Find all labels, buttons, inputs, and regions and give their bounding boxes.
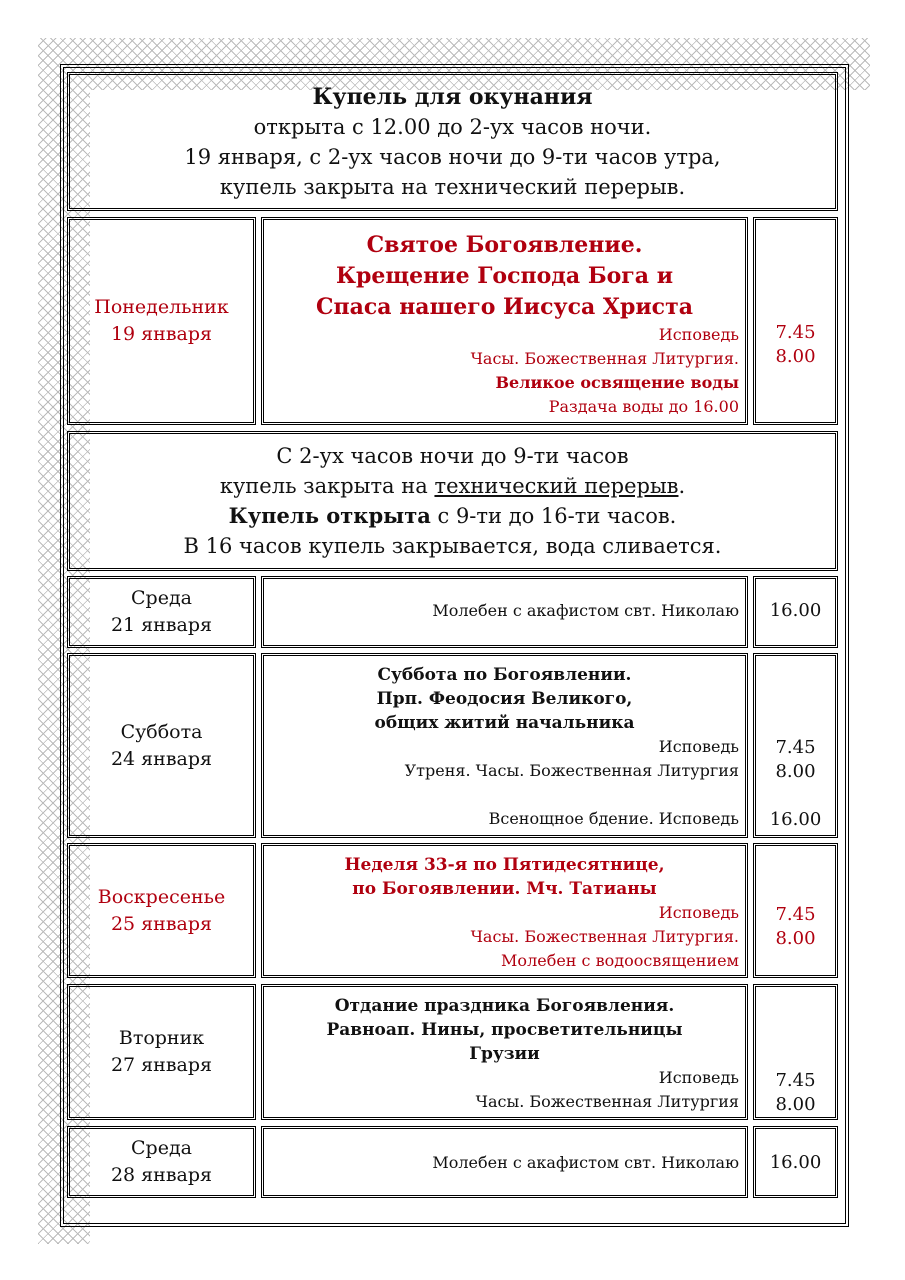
time: 8.00 bbox=[775, 928, 816, 949]
service-line: Исповедь bbox=[658, 903, 739, 922]
header-line: 19 января, с 2-ух часов ночи до 9-ти час… bbox=[184, 144, 721, 169]
service-line: Часы. Божественная Литургия. bbox=[470, 349, 739, 368]
service-line: Молебен с акафистом свт. Николаю bbox=[432, 601, 739, 620]
service-line: Молебен с водоосвящением bbox=[501, 951, 739, 970]
weekday: Воскресенье bbox=[97, 885, 226, 908]
time: 7.45 bbox=[775, 904, 816, 925]
date-cell: Среда 28 января bbox=[67, 1126, 256, 1198]
notice-line: Купель открыта с 9-ти до 16-ти часов. bbox=[229, 501, 677, 531]
feast-title: Прп. Феодосия Великого, bbox=[376, 689, 633, 709]
date: 25 января bbox=[110, 912, 213, 935]
decorative-border bbox=[38, 38, 894, 1268]
feast-title: Суббота по Богоявлении. bbox=[377, 665, 632, 685]
time-cell: 7.45 8.00 bbox=[753, 984, 838, 1120]
weekday: Среда bbox=[131, 587, 192, 609]
header-title: Купель для окунания bbox=[312, 83, 593, 110]
notice-bold: Купель открыта bbox=[228, 503, 431, 528]
feast-title: общих житий начальника bbox=[374, 713, 635, 733]
time: 16.00 bbox=[769, 809, 822, 830]
header-line: открыта с 12.00 до 2-ух часов ночи. bbox=[253, 114, 652, 139]
date: 27 января bbox=[110, 1054, 213, 1076]
service-cell: Молебен с акафистом свт. Николаю bbox=[261, 576, 748, 648]
feast-title: Святое Богоявление. bbox=[366, 232, 643, 258]
font-info-header: Купель для окунания открыта с 12.00 до 2… bbox=[67, 72, 838, 211]
time: 8.00 bbox=[775, 346, 816, 367]
service-line: Молебен с акафистом свт. Николаю bbox=[432, 1153, 739, 1172]
service-cell: Суббота по Богоявлении. Прп. Феодосия Ве… bbox=[261, 653, 748, 838]
service-line: Исповедь bbox=[658, 1068, 739, 1087]
feast-title: Грузии bbox=[469, 1044, 540, 1064]
notice-line: купель закрыта на технический перерыв. bbox=[220, 471, 685, 501]
time: 16.00 bbox=[769, 1152, 822, 1173]
weekday: Суббота bbox=[120, 720, 203, 743]
time-cell: 16.00 bbox=[753, 1126, 838, 1198]
service-line: Часы. Божественная Литургия. bbox=[470, 927, 739, 946]
service-line: Часы. Божественная Литургия bbox=[475, 1092, 739, 1111]
service-cell: Неделя 33-я по Пятидесятнице, по Богоявл… bbox=[261, 843, 748, 978]
date-cell: Понедельник 19 января bbox=[67, 217, 256, 425]
time-cell: 16.00 bbox=[753, 576, 838, 648]
service-line: Утреня. Часы. Божественная Литургия bbox=[404, 761, 739, 780]
time-cell: 7.45 8.00 bbox=[753, 843, 838, 978]
date-cell: Вторник 27 января bbox=[67, 984, 256, 1120]
font-notice: С 2-ух часов ночи до 9-ти часов купель з… bbox=[67, 431, 838, 571]
feast-title: Отдание праздника Богоявления. bbox=[334, 996, 675, 1016]
feast-title: Крещение Господа Бога и bbox=[335, 263, 674, 289]
service-cell: Отдание праздника Богоявления. Равноап. … bbox=[261, 984, 748, 1120]
date-cell: Суббота 24 января bbox=[67, 653, 256, 838]
date: 21 января bbox=[110, 614, 213, 636]
feast-title: Неделя 33-я по Пятидесятнице, bbox=[344, 855, 665, 875]
notice-text: купель закрыта на bbox=[219, 474, 435, 498]
service-line: Исповедь bbox=[658, 325, 739, 344]
header-line: купель закрыта на технический перерыв. bbox=[219, 174, 686, 199]
notice-line: В 16 часов купель закрывается, вода слив… bbox=[183, 534, 722, 558]
notice-text: с 9-ти до 16-ти часов. bbox=[430, 504, 677, 528]
service-line: Исповедь bbox=[658, 737, 739, 756]
time: 16.00 bbox=[769, 600, 822, 621]
weekday: Вторник bbox=[118, 1027, 205, 1049]
feast-title: Спаса нашего Иисуса Христа bbox=[316, 294, 693, 320]
service-line: Всенощное бдение. Исповедь bbox=[488, 809, 739, 828]
service-cell: Молебен с акафистом свт. Николаю bbox=[261, 1126, 748, 1198]
date: 24 января bbox=[110, 747, 213, 770]
time-cell: 7.45 8.00 bbox=[753, 217, 838, 425]
date: 19 января bbox=[110, 323, 213, 345]
notice-line: С 2-ух часов ночи до 9-ти часов bbox=[276, 444, 629, 468]
service-cell: Святое Богоявление. Крещение Господа Бог… bbox=[261, 217, 748, 425]
time: 7.45 bbox=[775, 1070, 816, 1091]
schedule-frame bbox=[60, 64, 849, 1227]
notice-underlined: технический перерыв bbox=[434, 474, 679, 498]
service-line: Раздача воды до 16.00 bbox=[548, 397, 739, 416]
time: 8.00 bbox=[775, 761, 816, 782]
time: 7.45 bbox=[775, 737, 816, 758]
date-cell: Среда 21 января bbox=[67, 576, 256, 648]
weekday: Понедельник bbox=[94, 296, 229, 318]
time-cell: 7.45 8.00 16.00 bbox=[753, 653, 838, 838]
time: 8.00 bbox=[775, 1094, 816, 1115]
service-line: Великое освящение воды bbox=[495, 373, 740, 392]
feast-title: Равноап. Нины, просветительницы bbox=[326, 1020, 683, 1040]
date-cell: Воскресенье 25 января bbox=[67, 843, 256, 978]
date: 28 января bbox=[110, 1164, 213, 1186]
notice-text: . bbox=[678, 474, 686, 498]
feast-title: по Богоявлении. Мч. Татианы bbox=[352, 879, 657, 899]
weekday: Среда bbox=[131, 1137, 192, 1159]
time: 7.45 bbox=[775, 322, 816, 343]
